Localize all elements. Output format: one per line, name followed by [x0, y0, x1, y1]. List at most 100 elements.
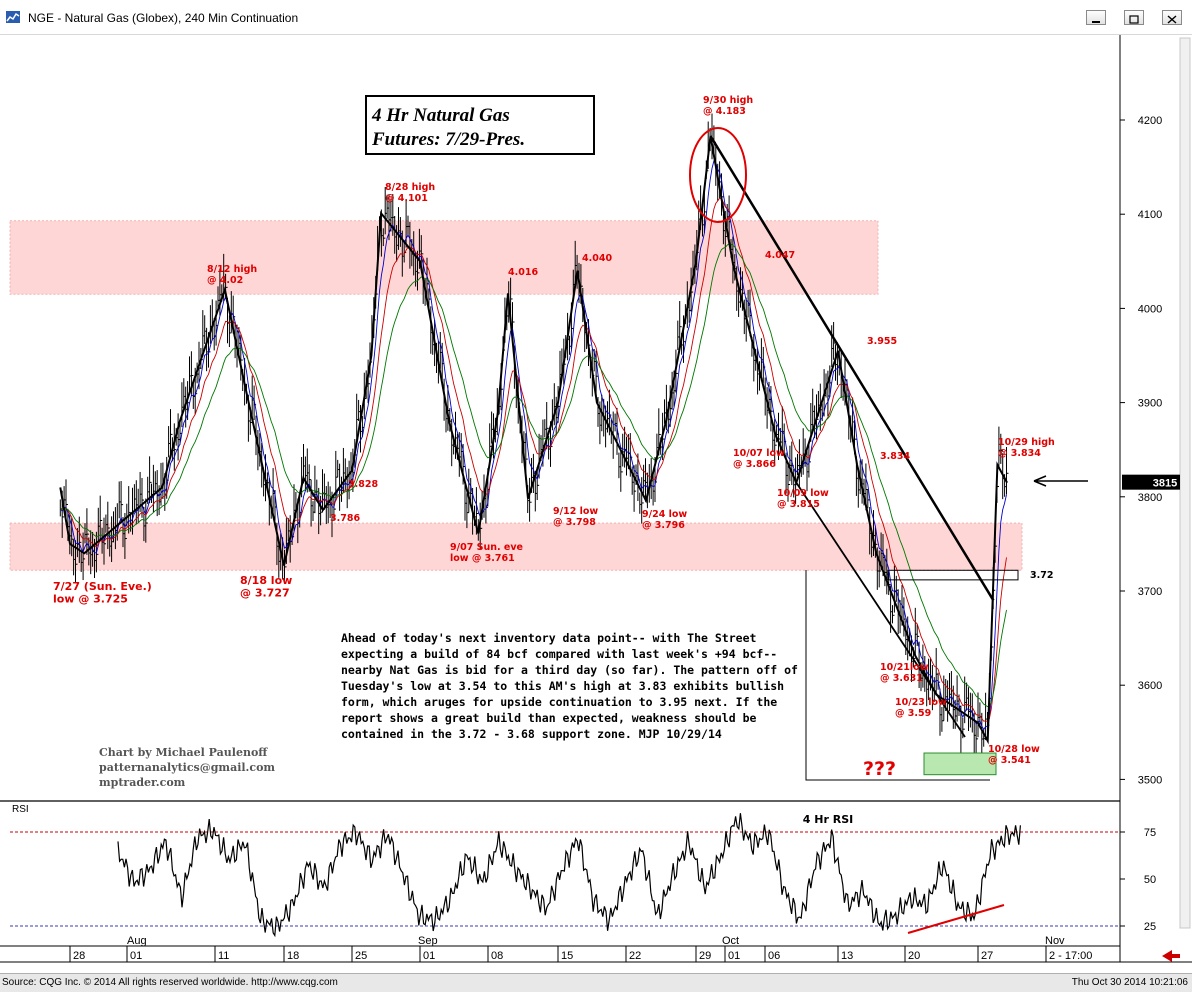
time-tick-label: 01: [728, 950, 740, 962]
annotation-label: 10/23 low: [895, 697, 947, 708]
time-tick-label: 29: [699, 950, 711, 962]
time-tick-label: 06: [768, 950, 780, 962]
maximize-icon: [1129, 15, 1139, 24]
price-bars: [59, 113, 1009, 760]
annotation-label: 4.016: [508, 267, 538, 278]
annotation-label: 10/28 low: [988, 744, 1040, 755]
annotation-label: @ 4.101: [385, 193, 428, 204]
annotation-label: 8/18 low: [240, 574, 292, 587]
close-icon: [1167, 15, 1177, 24]
annotation-label: low @ 3.725: [53, 593, 128, 606]
annotation-label: 8/28 high: [385, 182, 435, 193]
price-tick-label: 4200: [1138, 115, 1162, 127]
annotation-label: @ 4.183: [703, 106, 746, 117]
time-tick-label: 22: [629, 950, 641, 962]
swing-outline: [59, 135, 1008, 745]
support-3-72-box: [887, 569, 1019, 581]
lower-channel-line: [795, 482, 966, 738]
time-tick-label: 27: [981, 950, 993, 962]
last-price-box: [1122, 474, 1180, 490]
time-tick-label: 15: [561, 950, 573, 962]
month-label: Nov: [1045, 935, 1065, 947]
annotation-label: 3.828: [348, 479, 378, 490]
commentary-line: report shows a great build than expected…: [341, 711, 756, 725]
annotation-label: 3.955: [867, 336, 897, 347]
price-tick-label: 3800: [1138, 492, 1162, 504]
chart-background: [0, 34, 1192, 973]
annotation-label: 10/21low: [880, 662, 929, 673]
month-label: Oct: [722, 935, 739, 947]
annotation-label: 9/24 low: [642, 509, 687, 520]
commentary-line: expecting a build of 84 bcf compared wit…: [341, 647, 777, 661]
month-label: Aug: [127, 935, 147, 947]
rsi-divergence-line: [907, 904, 1005, 934]
resistance-zone: [9, 220, 879, 295]
time-tick-label: 01: [423, 950, 435, 962]
time-tick-label: 2 - 17:00: [1049, 950, 1092, 962]
chart-title-box: [365, 95, 595, 155]
annotation-label: 8/12 high: [207, 264, 257, 275]
credit-line: Chart by Michael Paulenoff: [99, 746, 268, 759]
maximize-button[interactable]: [1124, 10, 1144, 25]
annotation-label: 10/07 low: [733, 448, 785, 459]
annotation-label: 3.786: [330, 513, 360, 524]
commentary-line: Ahead of today's next inventory data poi…: [341, 631, 756, 645]
annotation-label: @ 3.631: [880, 673, 923, 684]
month-label: Sep: [418, 935, 438, 947]
source-text: Source: CQG Inc. © 2014 All rights reser…: [2, 977, 338, 988]
annotation-label: 9/12 low: [553, 506, 598, 517]
annotation-label: 9/07 Sun. eve: [450, 542, 523, 553]
annotation-label: @ 3.815: [777, 499, 820, 510]
top-highlight-ellipse: [689, 127, 747, 223]
pointer-arrow-icon: [1033, 475, 1088, 487]
moving-average-fast: [59, 160, 1007, 731]
annotation-label: @ 3.796: [642, 520, 685, 531]
time-tick-label: 20: [908, 950, 920, 962]
rsi-panel-label: RSI: [12, 804, 29, 815]
rsi-tick-label: 50: [1144, 874, 1156, 886]
annotation-label: 3.834: [880, 451, 910, 462]
credit-line: patternanalytics@gmail.com: [99, 761, 275, 774]
annotation-label: 10/09 low: [777, 488, 829, 499]
annotation-label: @ 4.02: [207, 275, 243, 286]
price-tick-label: 3900: [1138, 398, 1162, 410]
credit-line: mptrader.com: [99, 776, 186, 789]
time-tick-label: 13: [841, 950, 853, 962]
annotation-label: low @ 3.761: [450, 553, 515, 564]
annotation-label: 3.72: [1030, 570, 1053, 581]
annotation-label: 10/29 high: [998, 437, 1055, 448]
time-tick-label: 25: [355, 950, 367, 962]
rsi-line: [117, 813, 1021, 938]
price-tick-label: 4000: [1138, 303, 1162, 315]
time-tick-label: 18: [287, 950, 299, 962]
rsi-title: 4 Hr RSI: [803, 813, 853, 826]
moving-average-mid: [60, 197, 1007, 722]
support-zone: [9, 522, 1023, 571]
annotation-label: @ 3.798: [553, 517, 596, 528]
minimize-button[interactable]: [1086, 10, 1106, 25]
annotation-label: 7/27 (Sun. Eve.): [53, 580, 152, 593]
annotation-label: @ 3.866: [733, 459, 776, 470]
time-tick-label: 08: [491, 950, 503, 962]
last-price-label: 3815: [1153, 478, 1177, 490]
price-tick-label: 3500: [1138, 774, 1162, 786]
price-tick-label: 4100: [1138, 209, 1162, 221]
scroll-left-arrow-icon: [1162, 950, 1180, 962]
rsi-tick-label: 25: [1144, 921, 1156, 933]
moving-average-slow: [60, 243, 1007, 708]
chart-app-icon: [6, 11, 20, 23]
annotation-label: 4.047: [765, 250, 795, 261]
annotation-label: @ 3.727: [240, 587, 290, 600]
descending-trendline: [709, 135, 995, 602]
commentary-line: nearby Nat Gas is bid for a third day (s…: [341, 663, 798, 677]
window-titlebar[interactable]: NGE - Natural Gas (Globex), 240 Min Cont…: [0, 0, 1192, 35]
annotation-label: 4.040: [582, 253, 612, 264]
commentary-line: Tuesday's low at 3.54 to this AM's high …: [341, 679, 784, 693]
target-zone-box: [923, 752, 997, 776]
minimize-icon: [1092, 21, 1100, 23]
time-tick-label: 11: [218, 950, 229, 962]
close-button[interactable]: [1162, 10, 1182, 25]
annotation-label: 9/30 high: [703, 95, 753, 106]
